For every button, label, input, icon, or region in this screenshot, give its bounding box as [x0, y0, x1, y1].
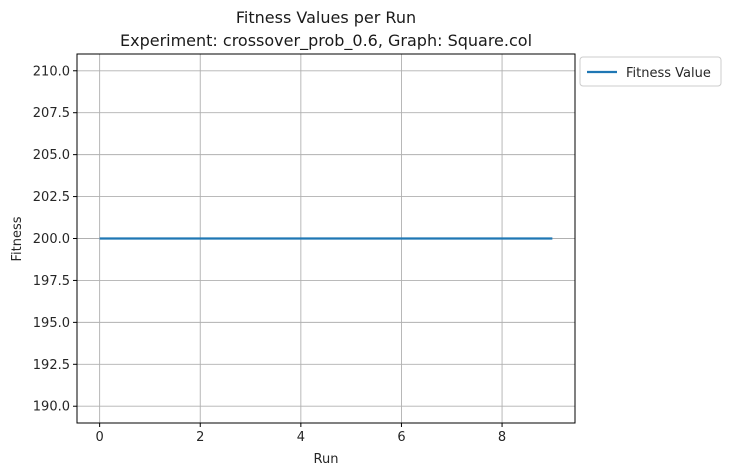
y-tick-label: 192.5 [33, 358, 70, 373]
y-axis-title: Fitness [10, 216, 25, 261]
y-tick-label: 195.0 [33, 316, 70, 331]
y-tick-label: 200.0 [33, 232, 70, 247]
legend: Fitness Value [579, 56, 722, 87]
y-tick-label: 197.5 [33, 274, 70, 289]
x-tick-label: 4 [297, 430, 305, 445]
chart-subtitle: Experiment: crossover_prob_0.6, Graph: S… [120, 31, 532, 51]
chart-title: Fitness Values per Run [236, 8, 416, 27]
y-tick-label: 210.0 [33, 64, 70, 79]
ticks-layer: 0 2 4 6 8 190.0 192.5 195.0 197.5 200.0 202.5 205.0… [33, 64, 506, 445]
y-tick-label: 205.0 [33, 148, 70, 163]
x-axis-title: Run [314, 452, 339, 467]
x-tick-label: 8 [498, 430, 506, 445]
x-tick-label: 2 [196, 430, 204, 445]
y-tick-label: 202.5 [33, 190, 70, 205]
x-tick-label: 0 [95, 430, 103, 445]
legend-label-fitness-value: Fitness Value [626, 66, 711, 81]
legend-frame [579, 56, 722, 87]
y-tick-label: 207.5 [33, 106, 70, 121]
y-tick-label: 190.0 [33, 400, 70, 415]
x-tick-label: 6 [397, 430, 405, 445]
